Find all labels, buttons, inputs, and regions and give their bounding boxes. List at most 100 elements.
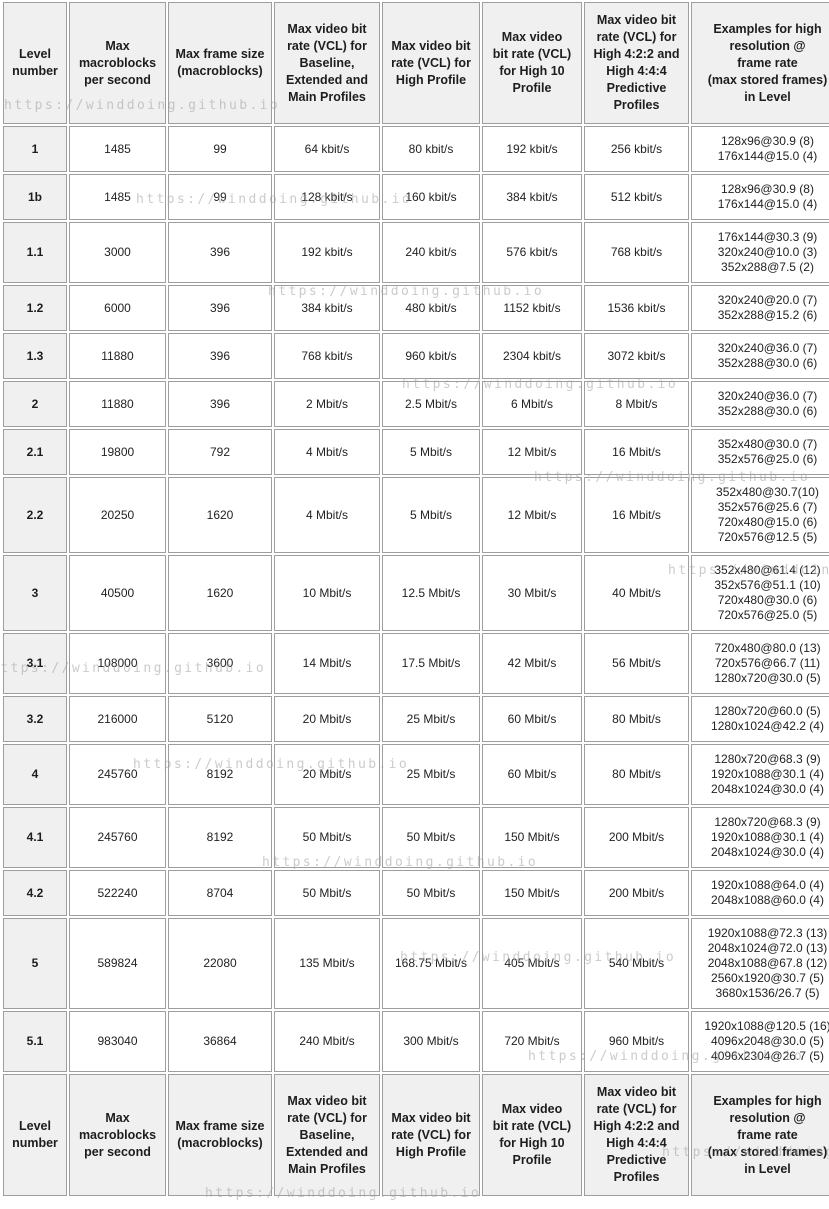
bitrate-high422-cell: 512 kbit/s — [584, 174, 689, 220]
level-number-cell: 5 — [3, 918, 67, 1009]
bitrate-high10-cell: 42 Mbit/s — [482, 633, 582, 694]
bitrate-high10-cell: 60 Mbit/s — [482, 696, 582, 742]
max-frame-size-cell: 99 — [168, 126, 272, 172]
column-header-4: Max video bit rate (VCL) for High Profil… — [382, 2, 480, 124]
max-macroblocks-cell: 245760 — [69, 807, 166, 868]
examples-cell: 1280x720@60.0 (5) 1280x1024@42.2 (4) — [691, 696, 829, 742]
bitrate-high10-cell: 30 Mbit/s — [482, 555, 582, 631]
max-frame-size-cell: 396 — [168, 285, 272, 331]
bitrate-baseline-cell: 192 kbit/s — [274, 222, 380, 283]
column-header-5: Max video bit rate (VCL) for High 10 Pro… — [482, 1074, 582, 1196]
bitrate-high-cell: 25 Mbit/s — [382, 744, 480, 805]
bitrate-baseline-cell: 4 Mbit/s — [274, 429, 380, 475]
max-macroblocks-cell: 1485 — [69, 126, 166, 172]
level-number-cell: 1.3 — [3, 333, 67, 379]
examples-cell: 1920x1088@64.0 (4) 2048x1088@60.0 (4) — [691, 870, 829, 916]
bitrate-high-cell: 960 kbit/s — [382, 333, 480, 379]
examples-cell: 1280x720@68.3 (9) 1920x1088@30.1 (4) 204… — [691, 744, 829, 805]
table-row: 2.2 20250 1620 4 Mbit/s 5 Mbit/s 12 Mbit/s 16 … — [3, 477, 829, 553]
bitrate-high422-cell: 16 Mbit/s — [584, 429, 689, 475]
level-number-cell: 1 — [3, 126, 67, 172]
column-header-6: Max video bit rate (VCL) for High 4:2:2 … — [584, 2, 689, 124]
bitrate-high422-cell: 80 Mbit/s — [584, 696, 689, 742]
max-frame-size-cell: 99 — [168, 174, 272, 220]
bitrate-high422-cell: 1536 kbit/s — [584, 285, 689, 331]
bitrate-high10-cell: 2304 kbit/s — [482, 333, 582, 379]
bitrate-high-cell: 25 Mbit/s — [382, 696, 480, 742]
table-row: 4.1 245760 8192 50 Mbit/s 50 Mbit/s 150 Mbit/… — [3, 807, 829, 868]
examples-cell: 128x96@30.9 (8) 176x144@15.0 (4) — [691, 174, 829, 220]
bitrate-high422-cell: 768 kbit/s — [584, 222, 689, 283]
table-row: 2.1 19800 792 4 Mbit/s 5 Mbit/s 12 Mbit/s 16 M… — [3, 429, 829, 475]
bitrate-baseline-cell: 20 Mbit/s — [274, 696, 380, 742]
bitrate-high422-cell: 256 kbit/s — [584, 126, 689, 172]
examples-cell: 320x240@20.0 (7) 352x288@15.2 (6) — [691, 285, 829, 331]
column-header-4: Max video bit rate (VCL) for High Profil… — [382, 1074, 480, 1196]
bitrate-baseline-cell: 240 Mbit/s — [274, 1011, 380, 1072]
examples-cell: 352x480@30.7(10) 352x576@25.6 (7) 720x48… — [691, 477, 829, 553]
header-row: Level number Max macroblocks per second Ma… — [3, 2, 829, 124]
examples-cell: 720x480@80.0 (13) 720x576@66.7 (11) 1280… — [691, 633, 829, 694]
bitrate-high-cell: 50 Mbit/s — [382, 870, 480, 916]
bitrate-high422-cell: 80 Mbit/s — [584, 744, 689, 805]
table-row: 3.2 216000 5120 20 Mbit/s 25 Mbit/s 60 Mbit/s… — [3, 696, 829, 742]
level-number-cell: 4.1 — [3, 807, 67, 868]
max-frame-size-cell: 8704 — [168, 870, 272, 916]
max-frame-size-cell: 8192 — [168, 807, 272, 868]
table-row: 2 11880 396 2 Mbit/s 2.5 Mbit/s 6 Mbit/s 8 Mbi… — [3, 381, 829, 427]
level-number-cell: 3.1 — [3, 633, 67, 694]
table-row: 1.1 3000 396 192 kbit/s 240 kbit/s 576 kbit/s… — [3, 222, 829, 283]
max-macroblocks-cell: 108000 — [69, 633, 166, 694]
examples-cell: 1920x1088@72.3 (13) 2048x1024@72.0 (13) … — [691, 918, 829, 1009]
bitrate-baseline-cell: 135 Mbit/s — [274, 918, 380, 1009]
max-frame-size-cell: 396 — [168, 222, 272, 283]
level-number-cell: 2 — [3, 381, 67, 427]
table-header-row: Level number Max macroblocks per second Ma… — [3, 2, 829, 124]
max-macroblocks-cell: 11880 — [69, 333, 166, 379]
bitrate-baseline-cell: 64 kbit/s — [274, 126, 380, 172]
max-frame-size-cell: 36864 — [168, 1011, 272, 1072]
level-number-cell: 2.1 — [3, 429, 67, 475]
bitrate-baseline-cell: 50 Mbit/s — [274, 870, 380, 916]
bitrate-high10-cell: 576 kbit/s — [482, 222, 582, 283]
bitrate-high422-cell: 8 Mbit/s — [584, 381, 689, 427]
level-number-cell: 3.2 — [3, 696, 67, 742]
column-header-5: Max video bit rate (VCL) for High 10 Pro… — [482, 2, 582, 124]
table-row: 4 245760 8192 20 Mbit/s 25 Mbit/s 60 Mbit/s 80… — [3, 744, 829, 805]
max-macroblocks-cell: 1485 — [69, 174, 166, 220]
bitrate-high10-cell: 150 Mbit/s — [482, 807, 582, 868]
max-macroblocks-cell: 19800 — [69, 429, 166, 475]
bitrate-high-cell: 80 kbit/s — [382, 126, 480, 172]
bitrate-baseline-cell: 768 kbit/s — [274, 333, 380, 379]
table-body: 1 1485 99 64 kbit/s 80 kbit/s 192 kbit/s 256 k… — [3, 126, 829, 1072]
column-header-0: Level number — [3, 1074, 67, 1196]
bitrate-high10-cell: 150 Mbit/s — [482, 870, 582, 916]
bitrate-high422-cell: 3072 kbit/s — [584, 333, 689, 379]
bitrate-baseline-cell: 50 Mbit/s — [274, 807, 380, 868]
bitrate-high10-cell: 12 Mbit/s — [482, 477, 582, 553]
bitrate-baseline-cell: 14 Mbit/s — [274, 633, 380, 694]
bitrate-high10-cell: 720 Mbit/s — [482, 1011, 582, 1072]
max-macroblocks-cell: 11880 — [69, 381, 166, 427]
bitrate-high-cell: 50 Mbit/s — [382, 807, 480, 868]
bitrate-high422-cell: 540 Mbit/s — [584, 918, 689, 1009]
level-number-cell: 2.2 — [3, 477, 67, 553]
column-header-3: Max video bit rate (VCL) for Baseline, E… — [274, 2, 380, 124]
bitrate-high10-cell: 1152 kbit/s — [482, 285, 582, 331]
bitrate-high422-cell: 200 Mbit/s — [584, 807, 689, 868]
column-header-2: Max frame size (macroblocks) — [168, 1074, 272, 1196]
max-macroblocks-cell: 522240 — [69, 870, 166, 916]
table-footer-row: Level number Max macroblocks per second Ma… — [3, 1074, 829, 1196]
examples-cell: 128x96@30.9 (8) 176x144@15.0 (4) — [691, 126, 829, 172]
table-row: 1.3 11880 396 768 kbit/s 960 kbit/s 2304 kbit… — [3, 333, 829, 379]
max-frame-size-cell: 3600 — [168, 633, 272, 694]
bitrate-baseline-cell: 20 Mbit/s — [274, 744, 380, 805]
bitrate-high-cell: 300 Mbit/s — [382, 1011, 480, 1072]
table-row: 1.2 6000 396 384 kbit/s 480 kbit/s 1152 kbit/… — [3, 285, 829, 331]
max-frame-size-cell: 1620 — [168, 477, 272, 553]
examples-cell: 320x240@36.0 (7) 352x288@30.0 (6) — [691, 333, 829, 379]
bitrate-high-cell: 2.5 Mbit/s — [382, 381, 480, 427]
bitrate-baseline-cell: 2 Mbit/s — [274, 381, 380, 427]
